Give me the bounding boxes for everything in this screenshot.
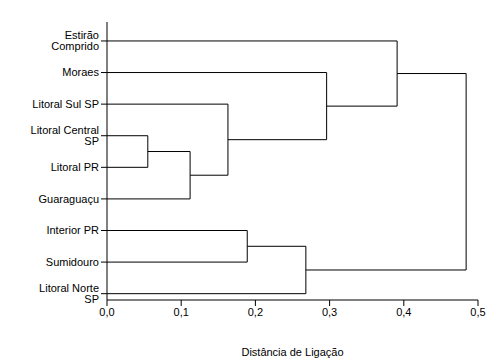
svg-text:Litoral NorteSP: Litoral NorteSP [39, 282, 99, 305]
svg-text:Sumidouro: Sumidouro [46, 256, 99, 268]
svg-text:0,1: 0,1 [174, 306, 189, 318]
svg-text:Litoral PR: Litoral PR [51, 161, 99, 173]
svg-text:Litoral Sul SP: Litoral Sul SP [32, 98, 99, 110]
svg-text:0,5: 0,5 [470, 306, 483, 318]
svg-text:0,4: 0,4 [396, 306, 411, 318]
svg-text:Moraes: Moraes [62, 66, 99, 78]
svg-text:Guaraguaçu: Guaraguaçu [38, 193, 99, 205]
svg-text:EstirãoComprido: EstirãoComprido [51, 29, 99, 52]
svg-text:Litoral CentralSP: Litoral CentralSP [31, 124, 99, 147]
svg-text:0,2: 0,2 [248, 306, 263, 318]
svg-text:0,0: 0,0 [99, 306, 114, 318]
svg-text:0,3: 0,3 [322, 306, 337, 318]
svg-text:Interior PR: Interior PR [46, 224, 99, 236]
svg-text:Distância de Ligação: Distância de Ligação [241, 346, 343, 358]
